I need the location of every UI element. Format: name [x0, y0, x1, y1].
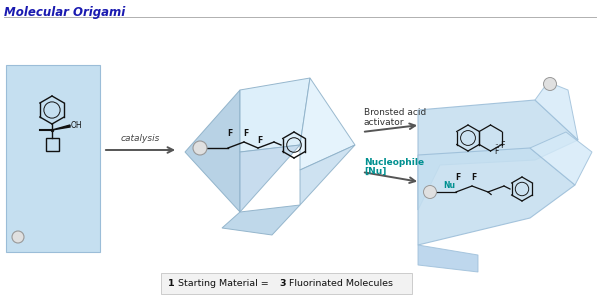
Text: F: F — [455, 173, 461, 182]
Text: catalysis: catalysis — [121, 134, 160, 143]
Text: [Nu]: [Nu] — [364, 167, 386, 176]
Polygon shape — [185, 90, 240, 212]
Text: F: F — [472, 173, 476, 182]
Text: 1: 1 — [168, 278, 175, 287]
Polygon shape — [6, 65, 100, 252]
Circle shape — [424, 185, 437, 199]
Polygon shape — [418, 245, 478, 272]
Text: F: F — [494, 148, 499, 157]
Polygon shape — [240, 145, 300, 212]
Text: OH: OH — [71, 122, 83, 130]
Text: Fluorinated Molecules: Fluorinated Molecules — [286, 278, 393, 287]
Text: Starting Material =: Starting Material = — [175, 278, 272, 287]
Text: Molecular Origami: Molecular Origami — [4, 6, 125, 19]
Polygon shape — [300, 145, 355, 205]
Text: ···F: ···F — [494, 142, 506, 151]
Polygon shape — [530, 132, 592, 185]
Polygon shape — [222, 205, 300, 235]
Text: F: F — [227, 129, 233, 138]
Polygon shape — [535, 82, 578, 140]
Circle shape — [544, 77, 557, 91]
Text: Nu: Nu — [443, 182, 455, 190]
Bar — [46, 138, 59, 151]
Text: F: F — [257, 136, 263, 145]
Text: 3: 3 — [279, 278, 286, 287]
Text: F: F — [244, 129, 248, 138]
FancyBboxPatch shape — [161, 272, 412, 293]
Text: Bronsted acid
activator: Bronsted acid activator — [364, 108, 426, 128]
Polygon shape — [240, 78, 310, 152]
Polygon shape — [418, 100, 578, 210]
Polygon shape — [418, 148, 575, 245]
Polygon shape — [52, 125, 70, 130]
Text: Nucleophile: Nucleophile — [364, 158, 424, 167]
Polygon shape — [300, 78, 355, 170]
Circle shape — [193, 141, 207, 155]
Circle shape — [12, 231, 24, 243]
